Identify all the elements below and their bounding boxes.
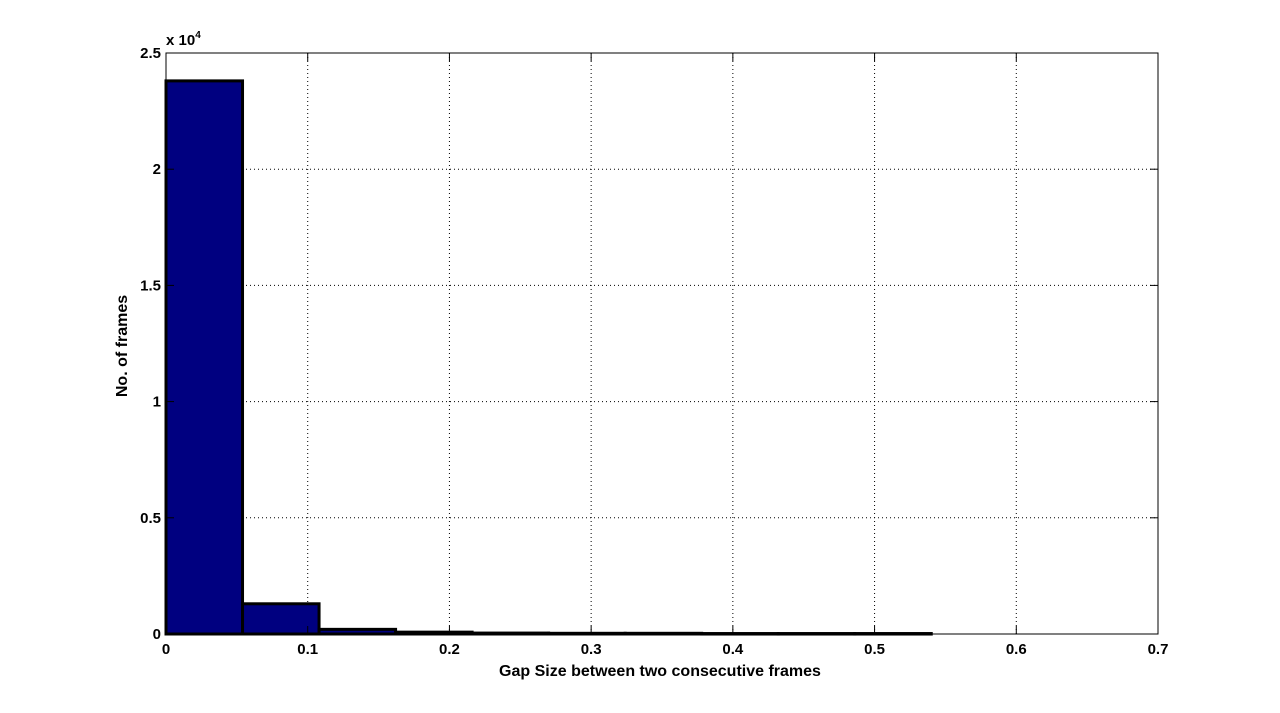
x-tick-label: 0.5: [864, 641, 885, 658]
y-multiplier-exponent: 4: [195, 30, 201, 41]
histogram-bar: [317, 627, 398, 636]
x-tick-label: 0: [162, 641, 170, 658]
y-tick-label: 2.5: [140, 45, 161, 62]
x-tick-label: 0.1: [297, 641, 318, 658]
y-tick-label: 1: [153, 394, 161, 411]
y-multiplier-base: x 10: [166, 32, 195, 49]
axis-ticks: [165, 52, 1159, 635]
tick-labels: 0 0.1 0.2 0.3 0.4 0.5 0.6 0.7 0 0.5 1 1.5 2 2.5: [140, 45, 1168, 658]
y-tick-label: 2: [153, 161, 161, 178]
histogram-bar: [241, 602, 321, 636]
y-multiplier: x 104: [166, 30, 201, 49]
y-axis-label: No. of frames: [114, 295, 131, 397]
x-tick-label: 0.6: [1006, 641, 1027, 658]
histogram-bars: [164, 79, 933, 636]
x-tick-label: 0.7: [1148, 641, 1169, 658]
histogram-bar: [164, 79, 245, 636]
x-tick-label: 0.2: [439, 641, 460, 658]
x-axis-label: Gap Size between two consecutive frames: [499, 663, 821, 680]
x-tick-label: 0.4: [722, 641, 744, 658]
y-tick-label: 0.5: [140, 510, 161, 527]
plot-frame: [165, 52, 1159, 635]
x-tick-label: 0.3: [581, 641, 602, 658]
y-tick-label: 1.5: [140, 277, 161, 294]
y-tick-label: 0: [153, 626, 161, 643]
grid-lines: [166, 53, 1158, 634]
